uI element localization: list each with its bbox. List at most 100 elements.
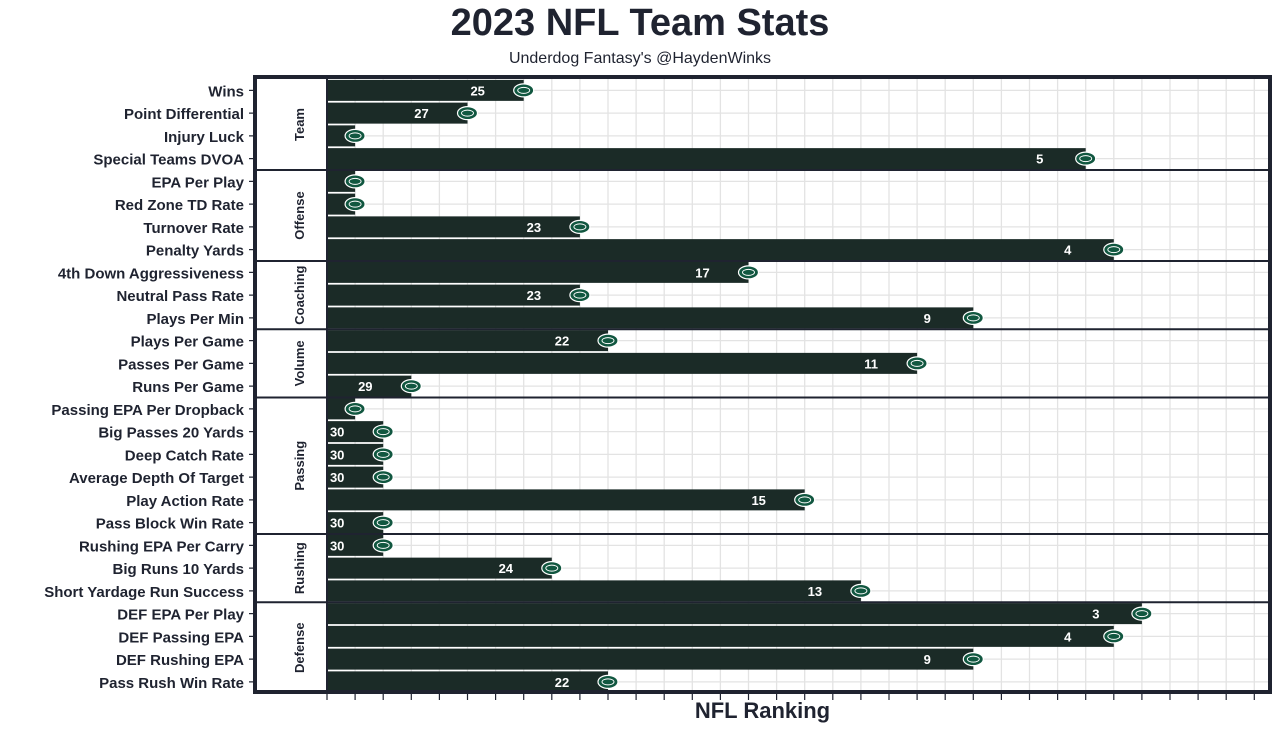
row-label-epa-per-play: EPA Per Play	[151, 174, 244, 191]
jets-logo-icon-detail	[1079, 155, 1093, 163]
jets-logo-icon	[372, 470, 394, 485]
jets-logo-icon	[372, 424, 394, 439]
jets-logo-icon-detail	[517, 86, 531, 94]
row-label-plays-per-game: Plays Per Game	[131, 334, 244, 351]
jets-logo-icon-detail	[601, 337, 615, 345]
jets-logo-icon-detail	[376, 450, 390, 458]
jets-logo-icon-detail	[854, 587, 868, 595]
row-label-short-yardage-run-success: Short Yardage Run Success	[44, 584, 244, 601]
jets-logo-icon	[794, 492, 816, 507]
facet-label-offense: Offense	[292, 191, 307, 239]
bar-value-label: 22	[555, 334, 569, 349]
jets-logo-icon-detail	[348, 405, 362, 413]
jets-logo-icon-detail	[573, 291, 587, 299]
jets-logo-icon-detail	[376, 519, 390, 527]
bar-value-label: 31	[302, 174, 316, 189]
jets-logo-icon	[597, 674, 619, 689]
jets-logo-icon	[344, 174, 366, 189]
jets-logo-icon-detail	[966, 314, 980, 322]
chart-title: 2023 NFL Team Stats	[450, 2, 830, 44]
jets-logo-icon	[569, 219, 591, 234]
jets-logo-icon	[1131, 606, 1153, 621]
row-label-plays-per-min: Plays Per Min	[146, 311, 244, 328]
row-label-deep-catch-rate: Deep Catch Rate	[125, 447, 244, 464]
row-label-big-runs-10-yards: Big Runs 10 Yards	[113, 561, 244, 578]
bar-value-label: 5	[1036, 152, 1043, 167]
jets-logo-icon-detail	[404, 382, 418, 390]
jets-logo-icon-detail	[376, 541, 390, 549]
jets-logo-icon	[372, 538, 394, 553]
bar-point-differential	[327, 102, 468, 124]
bar-plays-per-game	[327, 330, 608, 352]
bar-wins	[327, 79, 524, 101]
row-label-point-differential: Point Differential	[124, 106, 244, 123]
bar-value-label: 31	[302, 129, 316, 144]
facet-label-rushing: Rushing	[292, 542, 307, 594]
bar-def-passing-epa	[327, 625, 1114, 647]
jets-logo-icon-detail	[966, 655, 980, 663]
row-label-passing-epa-per-dropback: Passing EPA Per Dropback	[51, 402, 244, 419]
bar-special-teams-dvoa	[327, 148, 1086, 170]
jets-logo-icon-detail	[1107, 246, 1121, 254]
row-label-special-teams-dvoa: Special Teams DVOA	[93, 152, 244, 169]
jets-logo-icon	[400, 379, 422, 394]
plot-frame	[253, 75, 1272, 694]
jets-logo-icon-detail	[573, 223, 587, 231]
jets-logo-icon	[906, 356, 928, 371]
chart-subtitle: Underdog Fantasy's @HaydenWinks	[508, 50, 772, 67]
row-label-4th-down-aggressiveness: 4th Down Aggressiveness	[58, 265, 244, 282]
x-axis-label: NFL Ranking	[694, 698, 831, 723]
bar-neutral-pass-rate	[327, 284, 580, 306]
jets-logo-icon-detail	[545, 564, 559, 572]
jets-logo-icon-detail	[348, 200, 362, 208]
jets-logo-icon-detail	[376, 473, 390, 481]
bar-plays-per-min	[327, 307, 974, 329]
bar-short-yardage-run-success	[327, 580, 861, 602]
row-label-big-passes-20-yards: Big Passes 20 Yards	[98, 425, 244, 442]
jets-logo-icon	[962, 310, 984, 325]
bar-def-rushing-epa	[327, 648, 974, 670]
row-label-runs-per-game: Runs Per Game	[132, 379, 244, 396]
jets-logo-icon	[569, 288, 591, 303]
jets-logo-icon	[1103, 629, 1125, 644]
bar-value-label: 27	[414, 106, 428, 121]
facet-label-passing: Passing	[292, 441, 307, 491]
row-label-pass-rush-win-rate: Pass Rush Win Rate	[99, 675, 244, 692]
jets-logo-icon	[597, 333, 619, 348]
jets-logo-icon	[1075, 151, 1097, 166]
bar-value-label: 25	[470, 83, 484, 98]
bar-def-epa-per-play	[327, 603, 1142, 625]
row-label-red-zone-td-rate: Red Zone TD Rate	[115, 197, 244, 214]
row-label-average-depth-of-target: Average Depth Of Target	[69, 470, 244, 487]
bar-value-label: 24	[499, 561, 514, 576]
bar-value-label: 30	[330, 425, 344, 440]
bar-value-label: 23	[527, 220, 541, 235]
jets-logo-icon	[372, 515, 394, 530]
bar-passes-per-game	[327, 352, 918, 374]
row-label-penalty-yards: Penalty Yards	[146, 243, 244, 260]
bar-penalty-yards	[327, 239, 1114, 261]
jets-logo-icon-detail	[742, 268, 755, 276]
row-label-injury-luck: Injury Luck	[164, 129, 245, 146]
jets-logo-icon	[513, 83, 535, 98]
bar-value-label: 31	[302, 402, 316, 417]
facet-label-volume: Volume	[292, 340, 307, 386]
jets-logo-icon-detail	[348, 177, 362, 185]
row-label-def-rushing-epa: DEF Rushing EPA	[116, 652, 244, 669]
facet-label-team: Team	[292, 108, 307, 141]
bar-value-label: 30	[330, 447, 344, 462]
jets-logo-icon-detail	[601, 678, 615, 686]
bar-play-action-rate	[327, 489, 805, 511]
bar-deep-catch-rate	[327, 443, 384, 465]
bar-4th-down-aggressiveness	[327, 261, 749, 283]
bar-value-label: 3	[1092, 607, 1099, 622]
row-label-pass-block-win-rate: Pass Block Win Rate	[96, 516, 244, 533]
jets-logo-icon	[344, 401, 366, 416]
bar-value-label: 9	[924, 311, 931, 326]
jets-logo-icon	[344, 197, 366, 212]
bar-turnover-rate	[327, 216, 580, 238]
bar-value-label: 30	[330, 516, 344, 531]
row-label-passes-per-game: Passes Per Game	[118, 356, 244, 373]
bar-value-label: 9	[924, 652, 931, 667]
bar-value-label: 22	[555, 675, 569, 690]
